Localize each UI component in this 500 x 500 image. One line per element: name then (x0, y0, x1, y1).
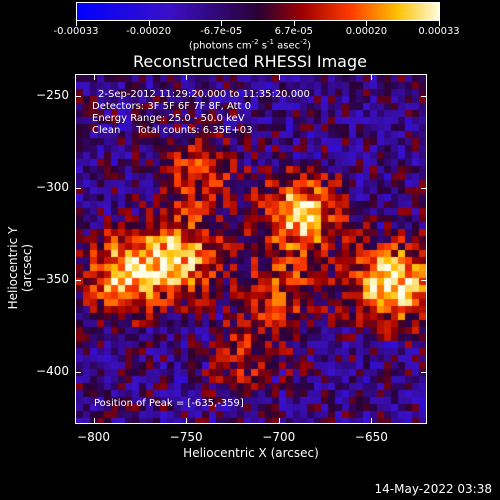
x-tick (93, 74, 95, 80)
annotation-detectors: Detectors: 3F 5F 6F 7F 8F, Att 0 (92, 101, 252, 112)
y-tick (421, 280, 427, 282)
colorbar-tick-label: -0.00033 (53, 26, 99, 37)
colorbar-tick (366, 21, 368, 26)
y-tick (421, 372, 427, 374)
heatmap-image (76, 75, 426, 423)
plot-area: 2-Sep-2012 11:29:20.000 to 11:35:20.000 … (75, 74, 427, 424)
x-tick (371, 74, 373, 80)
y-axis-label: Heliocentric Y (arcsec) (6, 226, 34, 310)
colorbar-tick-label: 6.7e-05 (274, 26, 313, 37)
colorbar-units: (photons cm-2 s-1 asec-2) (188, 38, 312, 52)
colorbar-tick (76, 21, 77, 26)
y-tick (75, 280, 81, 282)
x-tick (186, 418, 188, 424)
x-tick-label: −650 (354, 430, 388, 444)
y-tick (421, 96, 427, 98)
colorbar-tick-label: -0.00020 (126, 26, 172, 37)
x-tick-label: −800 (77, 430, 110, 444)
x-tick (93, 418, 95, 424)
x-tick-label: −750 (169, 430, 203, 444)
x-tick (186, 74, 188, 80)
y-tick (421, 188, 427, 190)
x-tick (278, 418, 280, 424)
timestamp: 14-May-2022 03:38 (374, 482, 492, 496)
colorbar-tick (148, 21, 150, 26)
annotation-energy-range: Energy Range: 25.0 - 50.0 keV (92, 113, 245, 124)
chart-title: Reconstructed RHESSI Image (133, 52, 367, 71)
colorbar-tick-label: 0.00033 (418, 26, 460, 37)
y-tick-label: −250 (36, 88, 69, 103)
y-tick (75, 96, 81, 98)
x-tick (371, 418, 373, 424)
annotation-clean-counts: Clean Total counts: 6.35E+03 (92, 125, 253, 136)
x-axis-label: Heliocentric X (arcsec) (183, 446, 319, 460)
colorbar (76, 2, 440, 21)
colorbar-tick-label: -6.7e-05 (200, 26, 243, 37)
x-tick (278, 74, 280, 80)
annotation-time-range: 2-Sep-2012 11:29:20.000 to 11:35:20.000 (98, 89, 310, 100)
colorbar-tick-label: 0.00020 (345, 26, 388, 37)
y-tick (75, 188, 81, 190)
colorbar-tick (439, 21, 440, 26)
annotation-peak-position: Position of Peak = [-635,-359] (94, 398, 244, 409)
colorbar-tick (293, 21, 295, 26)
colorbar-tick (221, 21, 223, 26)
y-tick-label: −300 (36, 180, 69, 195)
y-tick (75, 372, 81, 374)
y-tick-label: −350 (36, 272, 69, 287)
x-tick-label: −700 (262, 430, 296, 444)
y-tick-label: −400 (36, 364, 69, 379)
